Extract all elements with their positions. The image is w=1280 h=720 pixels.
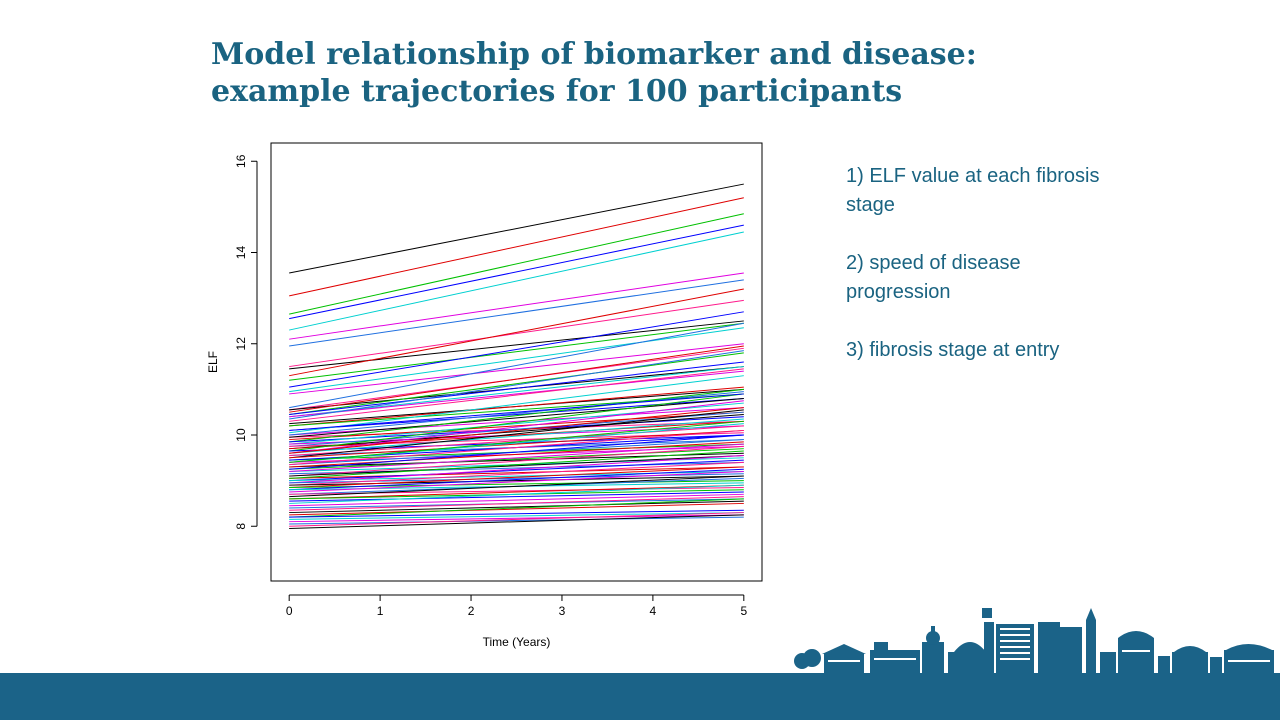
x-tick-label: 5 — [740, 604, 747, 618]
trajectory-line-29 — [289, 375, 744, 434]
x-tick-label: 3 — [559, 604, 566, 618]
trajectory-line-72 — [289, 461, 744, 486]
x-axis: 0 1 2 3 4 5 — [286, 594, 747, 618]
slide-notes: 1) ELF value at each fibrosis stage 2) s… — [846, 162, 1106, 394]
footer-band — [0, 673, 1280, 720]
trajectory-line-22 — [289, 370, 744, 418]
trajectory-line-41 — [289, 413, 744, 450]
slide-title-line-1: Model relationship of biomarker and dise… — [211, 37, 977, 72]
plot-frame — [270, 142, 763, 582]
trajectory-line-11 — [289, 322, 744, 381]
y-tick-label: 10 — [234, 428, 248, 442]
x-tick-label: 2 — [468, 604, 475, 618]
trajectory-line-34 — [289, 411, 744, 441]
trajectory-line-3 — [289, 213, 744, 315]
trajectory-line-12 — [289, 311, 744, 388]
trajectory-line-96 — [289, 512, 744, 527]
y-tick-label: 14 — [234, 246, 248, 260]
trajectory-line-98 — [289, 407, 744, 454]
city-skyline-graphic — [794, 608, 1274, 673]
y-axis: 8 10 12 14 16 — [234, 154, 258, 530]
trajectory-line-24 — [289, 368, 744, 422]
trajectory-line-90 — [289, 502, 744, 516]
trajectory-line-99 — [289, 420, 744, 463]
trajectory-line-45 — [289, 418, 744, 454]
trajectory-line-88 — [289, 496, 744, 511]
trajectory-line-67 — [289, 450, 744, 479]
trajectory-line-31 — [289, 391, 744, 436]
slide-title-line-2: example trajectories for 100 participant… — [211, 74, 903, 109]
trajectory-line-15 — [289, 322, 744, 409]
trajectory-line-100 — [289, 393, 744, 431]
trajectory-line-10 — [289, 288, 744, 377]
trajectory-line-43 — [289, 393, 744, 452]
y-tick-label: 8 — [234, 523, 248, 530]
trajectory-line-18 — [289, 345, 744, 413]
trajectory-line-68 — [289, 459, 744, 482]
trajectory-line-56 — [289, 429, 744, 466]
x-tick-label: 1 — [377, 604, 384, 618]
slide-title: Model relationship of biomarker and dise… — [211, 36, 1111, 110]
trajectory-line-85 — [289, 484, 744, 504]
x-tick-label: 4 — [650, 604, 657, 618]
x-axis-label: Time (Years) — [483, 635, 551, 649]
trajectory-line-92 — [289, 509, 744, 518]
trajectory-line-66 — [289, 466, 744, 479]
trajectory-line-19 — [289, 352, 744, 415]
trajectory-line-26 — [289, 386, 744, 427]
trajectory-line-50 — [289, 429, 744, 459]
trajectory-line-95 — [289, 516, 744, 525]
trajectory-line-33 — [289, 398, 744, 438]
trajectory-line-8 — [289, 299, 744, 368]
trajectory-line-21 — [289, 366, 744, 418]
trajectory-line-94 — [289, 514, 744, 523]
note-elf-value: 1) ELF value at each fibrosis stage — [846, 165, 1100, 216]
trajectory-line-20 — [289, 361, 744, 415]
trajectory-line-93 — [289, 512, 744, 520]
series-layer — [289, 183, 744, 530]
trajectory-line-63 — [289, 461, 744, 475]
trajectory-line-35 — [289, 388, 744, 443]
trajectory-line-62 — [289, 443, 744, 472]
trajectory-line-58 — [289, 441, 744, 468]
trajectory-line-49 — [289, 409, 744, 459]
x-tick-label: 0 — [286, 604, 293, 618]
note-progression-speed: 2) speed of disease progression — [846, 252, 1021, 303]
trajectory-line-78 — [289, 471, 744, 493]
trajectory-line-86 — [289, 493, 744, 507]
trajectory-line-46 — [289, 400, 744, 454]
trajectory-line-89 — [289, 500, 744, 514]
y-tick-label: 12 — [234, 337, 248, 351]
trajectory-line-91 — [289, 498, 744, 518]
trajectory-line-23 — [289, 350, 744, 420]
trajectory-line-82 — [289, 484, 744, 500]
trajectory-line-5 — [289, 231, 744, 331]
trajectory-line-76 — [289, 468, 744, 491]
trajectory-line-2 — [289, 197, 744, 297]
trajectory-line-13 — [289, 327, 744, 393]
trajectory-line-1 — [289, 183, 744, 274]
trajectory-line-97 — [289, 514, 744, 530]
trajectory-line-84 — [289, 491, 744, 502]
y-axis-label: ELF — [206, 351, 220, 373]
trajectory-line-65 — [289, 455, 744, 477]
trajectory-line-74 — [289, 466, 744, 488]
trajectory-line-48 — [289, 425, 744, 457]
trajectory-line-64 — [289, 445, 744, 477]
note-entry-stage: 3) fibrosis stage at entry — [846, 339, 1060, 361]
trajectory-line-60 — [289, 434, 744, 470]
trajectory-line-81 — [289, 475, 744, 498]
y-tick-label: 16 — [234, 154, 248, 168]
trajectory-line-70 — [289, 455, 744, 484]
trajectory-line-14 — [289, 343, 744, 395]
trajectory-line-4 — [289, 224, 744, 320]
trajectory-line-7 — [289, 279, 744, 347]
trajectory-line-59 — [289, 448, 744, 470]
trajectory-line-6 — [289, 272, 744, 340]
